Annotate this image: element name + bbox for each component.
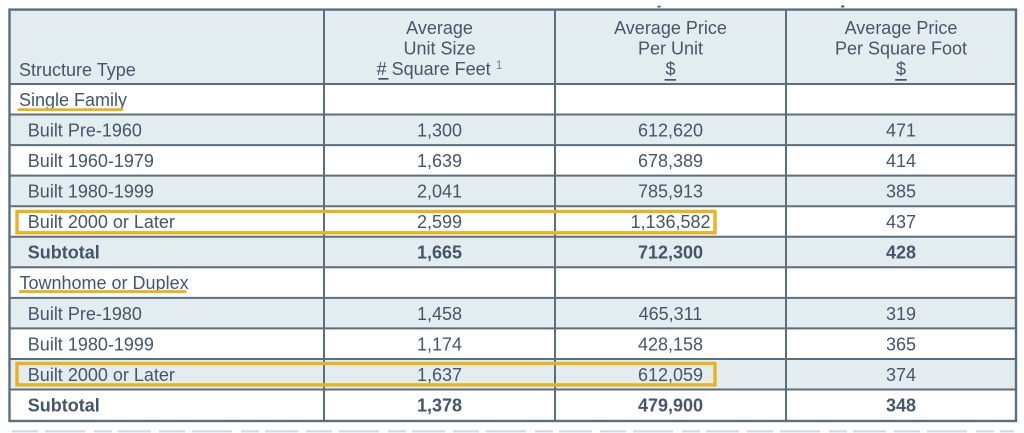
svg-text:471: 471: [886, 120, 916, 140]
svg-text:Subtotal: Subtotal: [28, 243, 100, 263]
svg-text:Average Price: Average Price: [614, 18, 727, 38]
svg-text:Single Family: Single Family: [19, 90, 127, 110]
svg-text:Average Price: Average Price: [845, 18, 958, 38]
svg-text:1,637: 1,637: [417, 365, 462, 385]
svg-text:1,174: 1,174: [417, 334, 462, 354]
svg-text:Subtotal: Subtotal: [28, 395, 100, 415]
svg-text:612,620: 612,620: [638, 120, 703, 140]
svg-text:Average: Average: [406, 18, 473, 38]
svg-text:# Square Feet 1: # Square Feet 1: [377, 58, 503, 79]
svg-text:Built 2000 or Later: Built 2000 or Later: [28, 212, 175, 232]
svg-text:Structure Type: Structure Type: [19, 60, 136, 80]
svg-text:465,311: 465,311: [639, 304, 703, 324]
svg-text:428,158: 428,158: [638, 334, 703, 354]
svg-text:1,136,582: 1,136,582: [630, 212, 710, 232]
svg-text:Per Square Foot: Per Square Foot: [835, 38, 967, 58]
svg-text:$: $: [665, 59, 675, 79]
svg-text:Built Pre-1980: Built Pre-1980: [28, 304, 142, 324]
svg-text:Built 2000 or Later: Built 2000 or Later: [28, 365, 175, 385]
svg-text:612,059: 612,059: [638, 365, 703, 385]
svg-text:Built 1980-1999: Built 1980-1999: [28, 334, 154, 354]
svg-text:2,599: 2,599: [417, 212, 462, 232]
svg-text:437: 437: [886, 212, 916, 232]
svg-text:374: 374: [886, 365, 916, 385]
svg-text:1,300: 1,300: [417, 120, 462, 140]
svg-text:1,665: 1,665: [417, 243, 462, 263]
svg-text:319: 319: [886, 304, 916, 324]
svg-text:414: 414: [886, 151, 916, 171]
svg-text:712,300: 712,300: [638, 243, 703, 263]
svg-text:365: 365: [886, 334, 916, 354]
svg-text:385: 385: [886, 182, 916, 202]
svg-text:Townhome or Duplex: Townhome or Duplex: [20, 273, 189, 293]
svg-text:348: 348: [886, 395, 916, 415]
svg-text:Unit Size: Unit Size: [403, 38, 475, 58]
svg-text:479,900: 479,900: [638, 395, 703, 415]
svg-text:Per Unit: Per Unit: [638, 38, 703, 58]
svg-text:1,639: 1,639: [417, 151, 462, 171]
svg-text:1,378: 1,378: [417, 395, 462, 415]
svg-text:428: 428: [886, 243, 916, 263]
svg-text:785,913: 785,913: [638, 182, 703, 202]
svg-text:$: $: [896, 59, 906, 79]
svg-text:678,389: 678,389: [638, 151, 703, 171]
svg-text:Built 1960-1979: Built 1960-1979: [28, 151, 154, 171]
svg-text:Built 1980-1999: Built 1980-1999: [28, 182, 154, 202]
svg-text:Built Pre-1960: Built Pre-1960: [28, 120, 142, 140]
svg-text:2,041: 2,041: [417, 182, 462, 202]
svg-text:1,458: 1,458: [417, 304, 462, 324]
